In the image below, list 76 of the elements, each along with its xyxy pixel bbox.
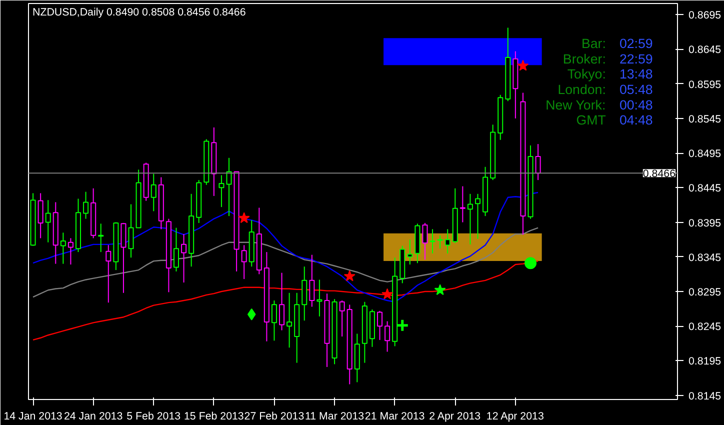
text: Tokyo: [567, 66, 606, 82]
candlestick [226, 157, 232, 217]
candlestick [83, 191, 89, 220]
text: 05:48 [619, 82, 653, 97]
y-tick-label: 0.8545 [688, 113, 722, 126]
candlestick [460, 186, 466, 223]
y-tick-label: 0.8345 [688, 252, 722, 264]
line-series [32, 192, 539, 302]
text: 13:48 [619, 66, 653, 82]
candlestick [535, 144, 541, 181]
candlestick [173, 227, 179, 272]
x-tick-label: 15 Feb 2013 [184, 410, 244, 422]
candlestick [377, 310, 383, 340]
y-tick-label: 0.8695 [688, 10, 722, 22]
candlestick [60, 232, 66, 264]
candlestick [384, 320, 390, 352]
candlestick [286, 292, 292, 348]
candlestick [106, 244, 112, 304]
text: New York: [546, 97, 606, 112]
candlestick [218, 174, 224, 208]
candlestick [128, 204, 134, 258]
candlestick [309, 254, 315, 308]
candlestick [271, 300, 277, 342]
candlestick [430, 228, 436, 254]
text: 00:48 [619, 97, 653, 112]
point [238, 212, 250, 224]
text: 02:59 [619, 36, 653, 51]
point [396, 318, 410, 332]
point [382, 288, 394, 300]
ref-line-label: 0.8466 [642, 168, 676, 180]
candlestick [98, 223, 104, 253]
y-tick-label: 0.8145 [688, 390, 722, 402]
candlestick [241, 244, 247, 280]
text: 22:59 [619, 51, 653, 66]
x-tick-label: 12 Apr 2013 [486, 410, 544, 422]
point [434, 284, 446, 296]
x-tick-label: 2 Apr 2013 [429, 410, 481, 422]
line-series [32, 227, 539, 298]
x-tick-label: 27 Feb 2013 [244, 410, 304, 422]
x-tick-label: 14 Jan 2013 [4, 410, 62, 422]
candlestick [150, 173, 156, 212]
y-tick-label: 0.8245 [688, 321, 722, 334]
point [517, 60, 529, 71]
chart-title: NZDUSD,Daily 0.8490 0.8508 0.8456 0.8466 [32, 6, 246, 18]
candlestick [120, 222, 126, 294]
y-tick-label: 0.8445 [688, 182, 722, 195]
candlestick [181, 234, 187, 283]
y-tick-label: 0.8195 [688, 356, 722, 368]
y-tick-label: 0.8395 [688, 217, 722, 230]
text: GMT [576, 112, 606, 128]
candlestick [474, 193, 481, 240]
point [247, 308, 256, 320]
text: 04:48 [619, 112, 653, 128]
text: London: [558, 82, 606, 97]
candlestick [407, 239, 413, 265]
candlestick [422, 222, 428, 260]
candlestick [437, 234, 443, 250]
candlestick [68, 238, 74, 265]
candlestick [339, 300, 345, 337]
candlestick [279, 272, 285, 331]
text: Bar: [581, 36, 606, 51]
y-tick-label: 0.8295 [688, 286, 722, 298]
point [344, 270, 356, 282]
x-tick-label: 11 Mar 2013 [305, 410, 364, 422]
candlestick [38, 192, 44, 239]
text: Broker: [562, 51, 606, 66]
y-tick-label: 0.8645 [688, 44, 722, 56]
x-tick-label: 21 Mar 2013 [364, 410, 425, 422]
point [524, 257, 537, 270]
x-tick-label: 5 Feb 2013 [126, 410, 181, 422]
candlestick [467, 193, 473, 245]
x-tick-label: 24 Jan 2013 [64, 410, 123, 422]
y-tick-label: 0.8495 [688, 148, 722, 160]
candlestick [45, 200, 51, 243]
y-tick-label: 0.8595 [688, 78, 722, 91]
candlestick [444, 228, 450, 254]
